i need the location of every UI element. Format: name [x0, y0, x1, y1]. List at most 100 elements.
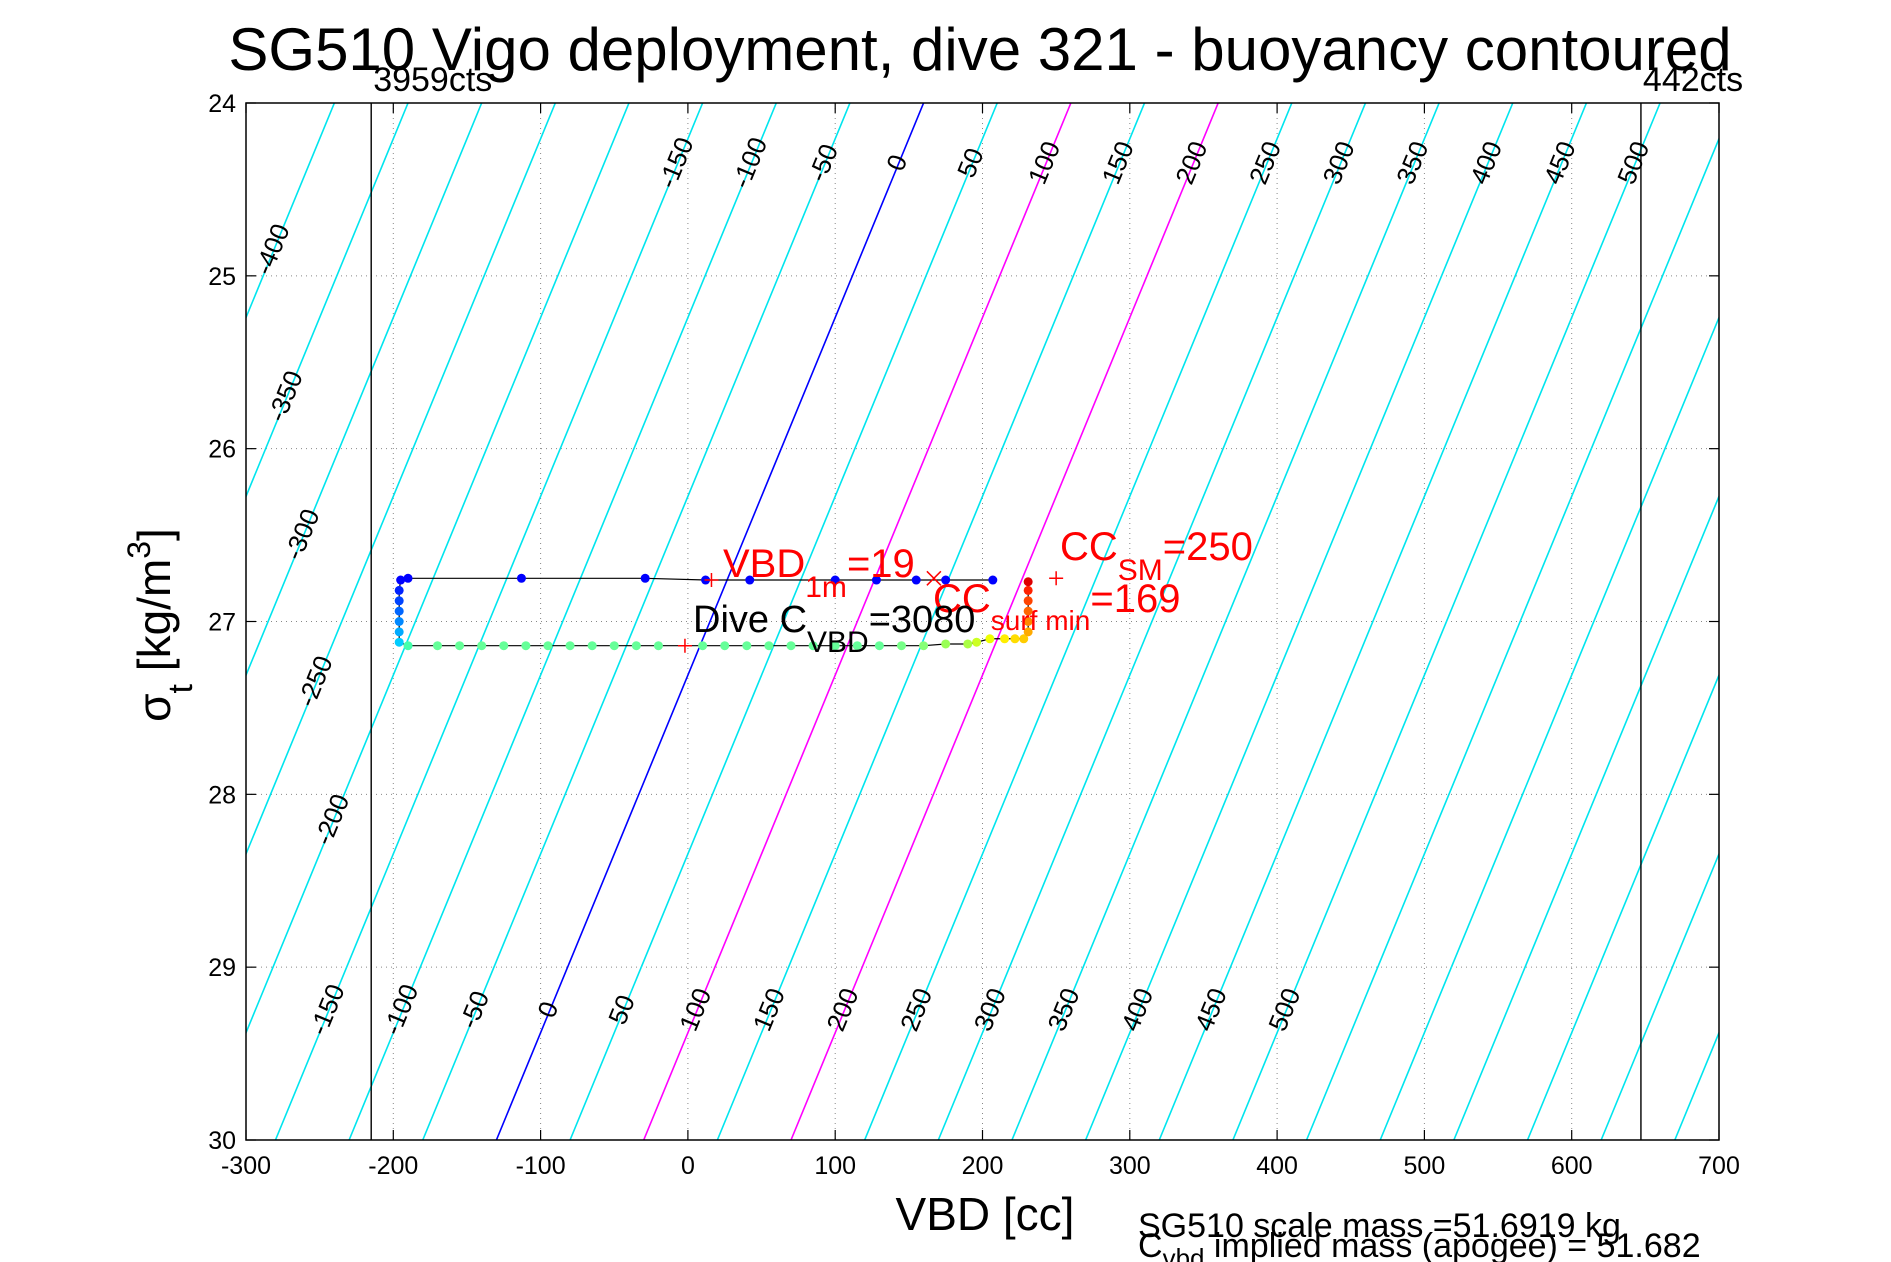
vbd-1m-annotation: VBD1m=19 [723, 542, 915, 604]
x-tick-label: -100 [516, 1152, 566, 1180]
cc-surf-min-annotation: CCsurf min=169 [933, 577, 1180, 636]
ascent-point [1023, 606, 1033, 616]
ascent-point [1023, 617, 1033, 626]
buoyancy-contours [246, 103, 1891, 1140]
descent-point [640, 573, 650, 583]
ascent-point [1023, 585, 1033, 595]
scale-mass-text: SG510 scale mass =51.6919 kg [1138, 1207, 1621, 1245]
x-tick-label: 400 [1256, 1152, 1298, 1180]
ascent-point [720, 641, 730, 651]
y-tick-label: 25 [208, 263, 236, 291]
contour-line [1526, 673, 1719, 1140]
descent-point [941, 575, 951, 585]
contour-line [246, 103, 336, 320]
x-tick-label: 700 [1698, 1152, 1740, 1180]
contour-line [495, 103, 925, 1140]
dive-cvbd-annotation: Dive CVBD=3080 [693, 599, 975, 659]
contour-line [246, 103, 483, 678]
contour-line [246, 103, 557, 857]
ascent-point [653, 641, 663, 651]
contour-line [422, 103, 851, 1140]
y-axis-ticks: 24 25 26 27 28 29 30 [208, 90, 1719, 1155]
descent-point [394, 606, 404, 616]
cc-sm-annotation: CCSM=250 [1060, 525, 1253, 587]
ascent-point [499, 641, 509, 651]
contour-line [1379, 315, 1719, 1140]
descent-point [394, 627, 404, 637]
dive-series [394, 570, 1064, 653]
y-tick-label: 28 [208, 781, 236, 809]
ascent-point [941, 639, 951, 649]
x-tick-label: 600 [1551, 1152, 1593, 1180]
y-tick-label: 27 [208, 609, 236, 637]
ascent-point [477, 641, 487, 651]
y-tick-label: 29 [208, 954, 236, 982]
contour-line [246, 103, 630, 1035]
contour-line [1011, 103, 1440, 1140]
ascent-point [609, 641, 619, 651]
ascent-point [874, 641, 884, 651]
ascent-point [972, 637, 982, 647]
ascent-point [1010, 634, 1020, 644]
descent-point [394, 617, 404, 626]
ascent-point [963, 639, 973, 649]
descent-point [988, 575, 998, 585]
y-tick-label: 30 [208, 1127, 236, 1155]
y-axis-label: σt [kg/m3] [121, 528, 200, 722]
chart-title: SG510 Vigo deployment, dive 321 - buoyan… [228, 16, 1731, 83]
contour-line [1822, 103, 1891, 1140]
x-axis-label: VBD [cc] [896, 1188, 1075, 1240]
descent-point [394, 596, 404, 606]
ascent-point [1023, 627, 1033, 637]
x-tick-label: 200 [962, 1152, 1004, 1180]
contour-line [716, 103, 1146, 1140]
ascent-point [698, 641, 708, 651]
ascent-point [455, 641, 465, 651]
contour-line [246, 103, 409, 499]
descent-point [911, 575, 921, 585]
vbd-limit-lines: 3959cts 442cts [370, 61, 1743, 1140]
plus-marker [1049, 571, 1064, 586]
descent-point [871, 575, 881, 585]
ascent-point [631, 641, 641, 651]
contour-line [642, 103, 1072, 1140]
ascent-point [764, 641, 774, 651]
ascent-point [896, 641, 906, 651]
ascent-point [985, 634, 995, 644]
descent-point [516, 573, 526, 583]
plus-marker [677, 638, 692, 653]
descent-point [394, 585, 404, 595]
ascent-point [786, 641, 796, 651]
ascent-point [543, 641, 553, 651]
descent-point [745, 575, 755, 585]
ascent-point [1019, 634, 1029, 644]
contour-line [1158, 103, 1588, 1140]
x-tick-label: 300 [1109, 1152, 1151, 1180]
contour-line [274, 103, 704, 1140]
contour-line [863, 103, 1293, 1140]
x-tick-label: 0 [681, 1152, 695, 1180]
contour-line [790, 103, 1219, 1140]
ascent-point [1023, 577, 1033, 587]
x-tick-label: -300 [221, 1152, 271, 1180]
ascent-point [565, 641, 575, 651]
x-marker [926, 570, 942, 586]
descent-point [403, 573, 413, 583]
contour-line [1748, 103, 1891, 1140]
x-axis-ticks: -300 -200 -100 0 100 200 300 400 500 600 700 [221, 103, 1740, 1180]
descent-point [394, 637, 404, 647]
contour-line [1453, 494, 1719, 1140]
ascent-point [521, 641, 531, 651]
contour-line [937, 103, 1367, 1140]
contour-line [1084, 103, 1514, 1140]
contour-line [569, 103, 998, 1140]
vbd-limit-label: 442cts [1643, 61, 1743, 99]
ascent-point [742, 641, 752, 651]
contour-line [1232, 103, 1661, 1140]
x-tick-label: 100 [814, 1152, 856, 1180]
ascent-point [587, 641, 597, 651]
ascent-point [403, 641, 413, 651]
descent-point [830, 575, 840, 585]
ascent-point [1000, 634, 1010, 644]
